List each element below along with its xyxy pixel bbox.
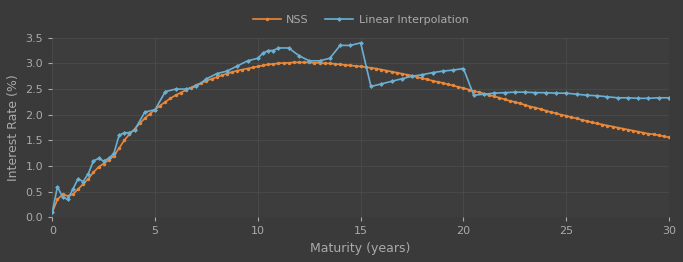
Linear Interpolation	[295, 54, 303, 57]
Line: Linear Interpolation: Linear Interpolation	[51, 41, 671, 214]
Linear Interpolation	[665, 96, 673, 99]
NSS	[290, 61, 298, 64]
Linear Interpolation	[501, 91, 509, 94]
X-axis label: Maturity (years): Maturity (years)	[311, 242, 411, 255]
NSS	[316, 61, 324, 64]
Linear Interpolation	[48, 211, 57, 214]
Legend: NSS, Linear Interpolation: NSS, Linear Interpolation	[249, 11, 473, 30]
NSS	[110, 154, 118, 157]
Linear Interpolation	[59, 195, 67, 199]
Y-axis label: Interest Rate (%): Interest Rate (%)	[7, 74, 20, 181]
Line: NSS: NSS	[51, 61, 671, 214]
NSS	[629, 129, 637, 132]
NSS	[665, 136, 673, 139]
Linear Interpolation	[387, 80, 395, 83]
NSS	[192, 83, 200, 86]
NSS	[438, 81, 447, 84]
NSS	[470, 90, 478, 93]
Linear Interpolation	[171, 88, 180, 91]
Linear Interpolation	[634, 97, 642, 100]
Linear Interpolation	[357, 41, 365, 45]
NSS	[48, 211, 57, 214]
